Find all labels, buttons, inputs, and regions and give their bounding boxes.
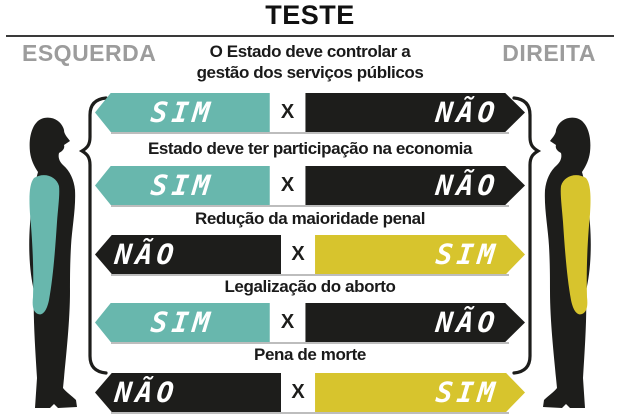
- answer-row: SIM X NÃO: [95, 93, 525, 134]
- right-answer-label: SIM: [434, 375, 501, 409]
- versus-label: X: [269, 303, 306, 342]
- page-title: TESTE: [265, 0, 355, 30]
- right-person-arm: [560, 175, 591, 315]
- versus-label: X: [281, 373, 316, 412]
- left-answer-label: NÃO: [113, 237, 180, 271]
- left-answer-label: SIM: [149, 305, 216, 339]
- left-arrow-banner: SIM: [95, 166, 270, 205]
- right-arrow-banner: NÃO: [305, 93, 525, 132]
- question-1: O Estado deve controlar a gestão dos ser…: [0, 41, 620, 83]
- question-1-line-2: gestão dos serviços públicos: [196, 63, 424, 82]
- left-person-arm: [29, 175, 60, 315]
- right-person-silhouette: [543, 117, 591, 409]
- question-2: Estado deve ter participação na economia: [147, 139, 473, 158]
- question-1-line-1: O Estado deve controlar a: [209, 42, 411, 61]
- right-answer-label: SIM: [434, 237, 501, 271]
- left-arrow-banner: SIM: [95, 93, 270, 132]
- left-answer-label: SIM: [149, 95, 216, 129]
- left-arrow-banner: NÃO: [95, 373, 282, 412]
- versus-label: X: [269, 93, 306, 132]
- left-arrow-banner: NÃO: [95, 235, 282, 274]
- question-5: Pena de morte: [254, 345, 366, 364]
- title-divider: [6, 35, 614, 37]
- answer-row: SIM X NÃO: [95, 166, 525, 207]
- answer-row: NÃO X SIM: [95, 373, 526, 414]
- right-answer-label: NÃO: [434, 95, 501, 129]
- left-answer-label: NÃO: [113, 375, 180, 409]
- answer-row: SIM X NÃO: [95, 303, 525, 344]
- right-answer-label: NÃO: [434, 168, 501, 202]
- versus-label: X: [269, 166, 306, 205]
- answer-row: NÃO X SIM: [95, 235, 526, 276]
- right-arrow-banner: SIM: [315, 235, 526, 274]
- right-answer-label: NÃO: [434, 305, 501, 339]
- right-arrow-banner: NÃO: [305, 303, 525, 342]
- question-4: Legalização do aborto: [224, 277, 396, 296]
- versus-label: X: [281, 235, 316, 274]
- left-arrow-banner: SIM: [95, 303, 270, 342]
- left-axis-label: ESQUERDA: [22, 40, 157, 66]
- left-answer-label: SIM: [149, 168, 216, 202]
- right-arrow-banner: SIM: [315, 373, 526, 412]
- right-arrow-banner: NÃO: [305, 166, 525, 205]
- right-axis-label: DIREITA: [502, 40, 596, 66]
- question-3: Redução da maioridade penal: [194, 209, 426, 228]
- left-person-silhouette: [29, 117, 77, 409]
